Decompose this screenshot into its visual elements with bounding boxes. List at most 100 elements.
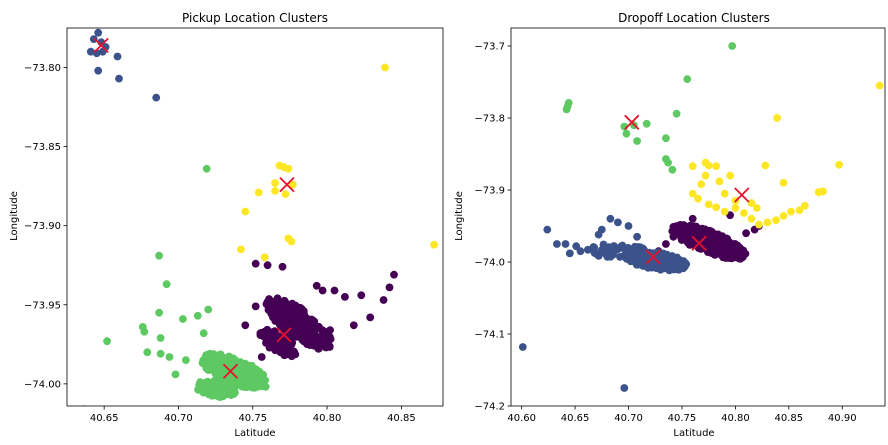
pickup-point-cluster-0 [278, 262, 287, 271]
pickup-point-cluster-0 [285, 311, 294, 320]
pickup-point-cluster-2 [171, 370, 180, 379]
pickup-point-cluster-0 [304, 333, 312, 341]
dropoff-point-cluster-0 [707, 237, 715, 246]
pickup-point-cluster-0 [288, 329, 297, 338]
dropoff-point-cluster-2 [642, 119, 651, 128]
dropoff-point-cluster-2 [664, 158, 672, 167]
dropoff-point-cluster-0 [713, 239, 722, 248]
pickup-point-cluster-0 [241, 321, 250, 330]
pickup-x-axis-label: Latitude [234, 428, 275, 439]
pickup-point-cluster-2 [215, 384, 224, 393]
pickup-point-cluster-2 [257, 380, 266, 389]
pickup-point-cluster-0 [295, 313, 303, 321]
pickup-point-cluster-3 [287, 237, 296, 246]
dropoff-point-cluster-1 [653, 254, 661, 263]
dropoff-point-cluster-1 [606, 214, 615, 223]
pickup-point-cluster-0 [319, 340, 328, 349]
pickup-point-cluster-0 [366, 313, 375, 322]
pickup-point-cluster-2 [238, 368, 247, 377]
dropoff-x-tick-label: 40.85 [775, 413, 804, 424]
dropoff-point-cluster-0 [669, 232, 678, 241]
pickup-point-cluster-1 [152, 93, 161, 102]
dropoff-point-cluster-3 [688, 189, 697, 198]
dropoff-point-cluster-3 [795, 206, 804, 215]
dropoff-point-cluster-3 [747, 199, 756, 207]
dropoff-point-cluster-3 [787, 207, 795, 216]
dropoff-point-cluster-1 [616, 243, 625, 251]
pickup-y-tick-label: −74.00 [24, 379, 61, 390]
dropoff-point-cluster-3 [772, 216, 780, 225]
dropoff-point-cluster-0 [742, 229, 750, 238]
pickup-point-cluster-2 [243, 377, 252, 386]
pickup-point-cluster-0 [287, 340, 296, 349]
pickup-point-cluster-0 [277, 345, 285, 354]
pickup-y-tick-label: −73.90 [24, 221, 61, 232]
pickup-point-cluster-3 [430, 240, 438, 249]
pickup-point-cluster-1 [94, 28, 103, 37]
dropoff-point-cluster-2 [668, 165, 677, 174]
pickup-point-cluster-1 [94, 66, 103, 75]
pickup-point-cluster-0 [251, 259, 260, 268]
dropoff-point-cluster-1 [620, 252, 629, 260]
dropoff-point-cluster-0 [662, 240, 670, 248]
dropoff-point-cluster-0 [707, 246, 716, 255]
pickup-point-cluster-3 [281, 190, 290, 199]
dropoff-point-cluster-3 [688, 162, 697, 171]
pickup-point-cluster-3 [241, 207, 250, 216]
pickup-point-cluster-0 [280, 305, 288, 314]
dropoff-y-tick-label: −74.1 [474, 330, 505, 341]
dropoff-point-cluster-1 [611, 246, 619, 255]
dropoff-point-cluster-0 [719, 253, 727, 262]
dropoff-point-cluster-3 [779, 212, 788, 220]
pickup-point-cluster-3 [271, 187, 279, 195]
pickup-point-cluster-0 [326, 335, 335, 343]
dropoff-point-cluster-1 [543, 225, 552, 234]
pickup-point-cluster-0 [349, 321, 358, 330]
dropoff-point-cluster-1 [565, 249, 574, 258]
pickup-centroid-marker [276, 327, 292, 343]
pickup-plot-area [81, 28, 438, 406]
pickup-point-cluster-0 [257, 353, 266, 361]
dropoff-point-cluster-3 [704, 161, 713, 170]
pickup-point-cluster-2 [204, 305, 213, 314]
pickup-point-cluster-2 [216, 366, 225, 375]
dropoff-point-cluster-3 [801, 201, 809, 210]
pickup-y-tick-label: −73.80 [24, 63, 61, 74]
pickup-point-cluster-0 [270, 327, 279, 335]
pickup-point-cluster-2 [199, 329, 208, 338]
dropoff-point-cluster-1 [644, 263, 652, 272]
pickup-point-cluster-2 [162, 280, 171, 289]
pickup-point-cluster-0 [317, 331, 326, 339]
dropoff-point-cluster-1 [553, 240, 561, 248]
pickup-point-cluster-2 [202, 164, 211, 173]
pickup-point-cluster-0 [357, 291, 366, 300]
dropoff-chart: Dropoff Location Clusters Latitude Longi… [454, 11, 886, 439]
dropoff-point-cluster-3 [747, 214, 756, 223]
pickup-point-cluster-0 [390, 270, 398, 279]
dropoff-point-cluster-1 [590, 243, 599, 252]
dropoff-y-tick-label: −74.2 [474, 402, 505, 413]
dropoff-point-cluster-3 [701, 171, 710, 180]
pickup-point-cluster-2 [218, 353, 227, 361]
dropoff-x-tick-label: 40.75 [668, 413, 697, 424]
dropoff-point-cluster-0 [688, 214, 697, 223]
dropoff-point-cluster-3 [740, 209, 748, 217]
dropoff-point-cluster-3 [712, 203, 721, 212]
dropoff-point-cluster-1 [630, 244, 639, 253]
pickup-x-tick-label: 40.80 [313, 413, 342, 424]
pickup-point-cluster-0 [341, 293, 349, 301]
dropoff-x-tick-label: 40.90 [828, 413, 857, 424]
dropoff-point-cluster-0 [680, 232, 689, 241]
dropoff-point-cluster-3 [726, 171, 734, 180]
dropoff-point-cluster-1 [663, 250, 671, 259]
dropoff-y-tick-label: −73.7 [474, 42, 505, 53]
dropoff-point-cluster-3 [755, 220, 763, 229]
dropoff-point-cluster-1 [598, 245, 606, 254]
pickup-point-cluster-2 [241, 359, 250, 368]
pickup-point-cluster-0 [325, 343, 334, 351]
dropoff-point-cluster-2 [562, 105, 571, 114]
dropoff-point-cluster-3 [704, 200, 713, 209]
pickup-point-cluster-2 [210, 376, 219, 385]
pickup-point-cluster-2 [103, 337, 111, 346]
dropoff-point-cluster-3 [720, 207, 729, 216]
